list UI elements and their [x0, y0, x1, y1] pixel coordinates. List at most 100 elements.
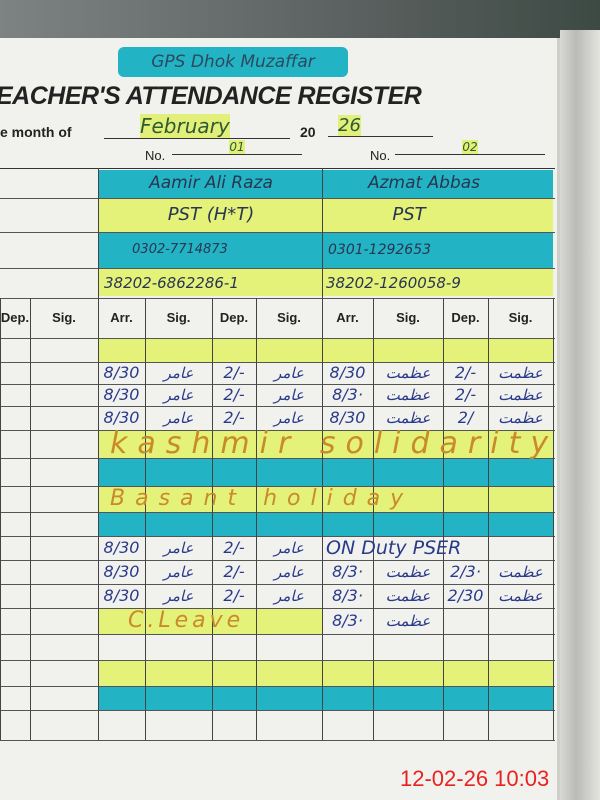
- attendance-cell: عظمت: [385, 386, 431, 404]
- attendance-cell: 8/30: [103, 364, 140, 382]
- column-header: Dep.: [219, 310, 249, 325]
- column-divider: [553, 298, 554, 740]
- attendance-cell: عظمت: [498, 409, 543, 427]
- attendance-cell: عظمت: [385, 364, 431, 382]
- teacher-no-2: 02: [395, 140, 545, 155]
- attendance-cell: عامر: [274, 386, 304, 404]
- attendance-cell: عظمت: [385, 409, 431, 427]
- row-divider: [0, 710, 555, 711]
- year-value: 26: [338, 115, 361, 136]
- teacher-2-phone: 0301-1292653: [328, 242, 432, 258]
- row-divider: [0, 430, 555, 431]
- no-label-1: No.: [145, 148, 166, 163]
- attendance-cell: 8/30: [103, 586, 140, 605]
- leave-note: C.Leave: [128, 608, 245, 633]
- teacher-header: Aamir Ali Raza PST (H*T) 0302-7714873 38…: [0, 168, 555, 298]
- column-header: Arr.: [336, 310, 359, 325]
- column-header: Arr.: [110, 310, 133, 325]
- attendance-cell: 2/30: [447, 586, 484, 605]
- attendance-cell: عظمت: [385, 563, 431, 581]
- attendance-cell: عامر: [163, 409, 194, 427]
- highlight-yellow: [98, 268, 553, 296]
- duty-note: ON Duty PSER: [326, 537, 462, 559]
- column-divider: [443, 298, 444, 740]
- attendance-cell: 8/30: [329, 364, 366, 382]
- attendance-cell: عظمت: [385, 612, 431, 630]
- teacher-2-cnic: 38202-1260058-9: [326, 274, 461, 292]
- column-header: Sig.: [52, 310, 76, 325]
- teacher-no-value: 01: [229, 140, 245, 154]
- attendance-cell: 8/30: [103, 562, 140, 581]
- attendance-cell: 8/3·: [332, 386, 363, 404]
- attendance-cell: 2/-: [454, 364, 477, 382]
- column-divider: [256, 298, 257, 740]
- attendance-cell: 8/30: [103, 538, 140, 557]
- attendance-cell: عامر: [163, 563, 194, 581]
- attendance-cell: عامر: [274, 587, 304, 605]
- highlight-yellow: [98, 660, 553, 686]
- teacher-2-name: Azmat Abbas: [367, 173, 481, 193]
- teacher-2-designation: PST: [392, 204, 426, 225]
- highlight-blue: [98, 512, 553, 536]
- attendance-cell: 8/3·: [332, 611, 363, 630]
- teacher-1-name: Aamir Ali Raza: [149, 173, 273, 193]
- divider: [0, 232, 555, 233]
- row-divider: [0, 634, 555, 635]
- attendance-cell: 8/3·: [332, 586, 363, 605]
- month-label: e month of: [0, 124, 72, 140]
- attendance-cell: عامر: [163, 364, 194, 382]
- highlight-yellow: [98, 608, 322, 634]
- row-divider: [0, 362, 555, 363]
- attendance-cell: 2/-: [223, 538, 245, 557]
- row-divider: [0, 486, 555, 487]
- attendance-cell: عظمت: [385, 587, 431, 605]
- attendance-cell: عامر: [274, 563, 304, 581]
- divider: [0, 198, 555, 199]
- highlight-blue: [98, 686, 553, 710]
- highlight-yellow: [98, 486, 553, 512]
- attendance-cell: 2/-: [223, 364, 245, 382]
- attendance-cell: 2/-: [223, 408, 245, 427]
- row-divider: [0, 560, 555, 561]
- photo-timestamp: 12-02-26 10:03: [400, 766, 550, 791]
- row-divider: [0, 298, 555, 299]
- row-divider: [0, 660, 555, 661]
- year-prefix: 20: [300, 124, 316, 140]
- highlight-yellow: [98, 430, 553, 458]
- highlight-blue: [98, 232, 553, 268]
- school-name: GPS Dhok Muzaffar: [118, 47, 348, 77]
- row-divider: [0, 406, 555, 407]
- divider: [98, 168, 99, 298]
- attendance-cell: 2/-: [223, 562, 245, 581]
- teacher-1-phone: 0302-7714873: [132, 242, 228, 257]
- row-divider: [0, 384, 555, 385]
- book-edge: [560, 30, 600, 800]
- column-header: Dep.: [451, 310, 480, 325]
- attendance-table: Dep. Sig. Arr. Sig. Dep. Sig. Arr. Sig. Dep. Sig.…: [0, 298, 559, 741]
- column-header: Sig.: [508, 310, 533, 325]
- attendance-cell: عظمت: [498, 563, 543, 581]
- row-divider: [0, 608, 555, 609]
- row-divider: [0, 536, 555, 537]
- teacher-no-value: 02: [462, 140, 478, 154]
- attendance-cell: 2/-: [223, 386, 245, 404]
- column-divider: [145, 298, 146, 740]
- teacher-no-1: 01: [172, 140, 302, 155]
- attendance-cell: 8/3·: [332, 562, 363, 581]
- column-divider: [0, 298, 1, 740]
- attendance-cell: عامر: [163, 587, 194, 605]
- holiday-note: kashmir solidarity: [110, 426, 559, 461]
- attendance-cell: عامر: [274, 409, 304, 427]
- divider: [0, 168, 555, 169]
- divider: [0, 268, 555, 269]
- holiday-note: Basant holiday: [110, 486, 414, 511]
- column-divider: [488, 298, 489, 740]
- row-divider: [0, 740, 555, 741]
- attendance-cell: 2/-: [223, 586, 245, 605]
- teacher-1-cnic: 38202-6862286-1: [104, 274, 239, 292]
- attendance-cell: 2/: [457, 408, 474, 427]
- column-divider: [98, 298, 99, 740]
- column-divider: [322, 298, 323, 740]
- attendance-cell: 8/30: [329, 408, 366, 427]
- attendance-cell: عظمت: [498, 386, 543, 404]
